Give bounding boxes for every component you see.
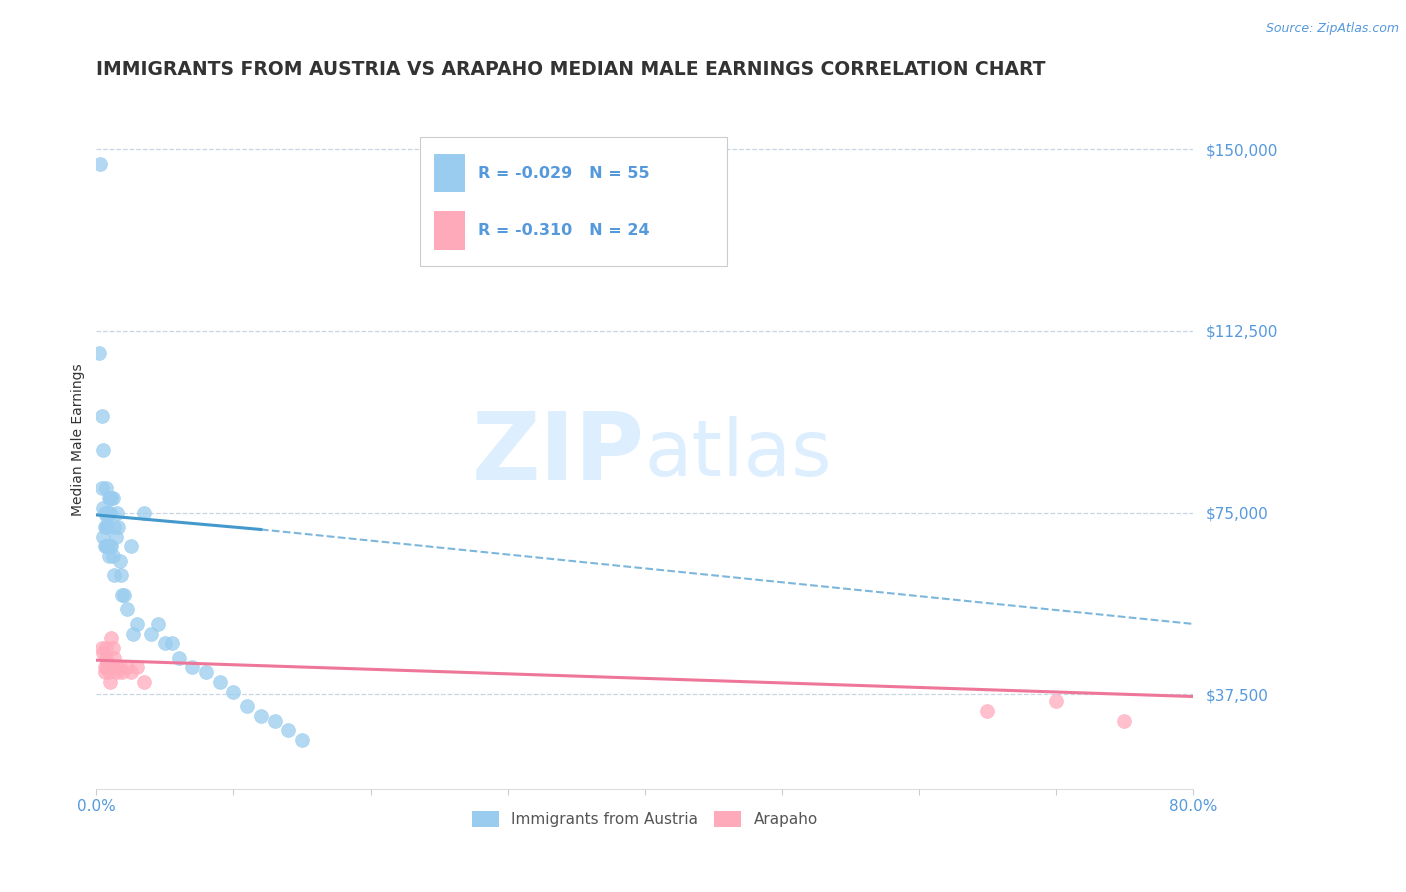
- Point: [100, 491, 122, 505]
- Legend: Immigrants from Austria, Arapaho: Immigrants from Austria, Arapaho: [465, 805, 824, 833]
- Point: [90, 481, 112, 495]
- Point: [976, 704, 998, 718]
- Point: [160, 636, 183, 650]
- Point: [94, 481, 117, 495]
- Point: [90, 641, 112, 656]
- Point: [105, 665, 128, 680]
- Point: [127, 660, 149, 674]
- Point: [1045, 694, 1067, 708]
- Text: IMMIGRANTS FROM AUSTRIA VS ARAPAHO MEDIAN MALE EARNINGS CORRELATION CHART: IMMIGRANTS FROM AUSTRIA VS ARAPAHO MEDIA…: [97, 60, 1046, 78]
- Point: [104, 530, 127, 544]
- Point: [110, 568, 132, 582]
- Point: [115, 660, 138, 674]
- Point: [98, 675, 121, 690]
- Point: [291, 733, 314, 747]
- Point: [100, 540, 122, 554]
- Point: [98, 491, 121, 505]
- FancyBboxPatch shape: [434, 211, 465, 250]
- Point: [111, 665, 134, 680]
- Point: [134, 506, 156, 520]
- Point: [167, 650, 190, 665]
- Point: [181, 660, 204, 674]
- Point: [93, 520, 115, 534]
- Point: [127, 616, 149, 631]
- FancyBboxPatch shape: [434, 154, 465, 193]
- Point: [195, 665, 218, 680]
- Point: [96, 506, 118, 520]
- Point: [108, 554, 131, 568]
- Point: [87, 345, 110, 359]
- Text: R = -0.310   N = 24: R = -0.310 N = 24: [478, 223, 650, 238]
- Point: [112, 588, 135, 602]
- Point: [94, 540, 117, 554]
- Point: [97, 506, 120, 520]
- Point: [101, 549, 124, 563]
- Point: [107, 520, 129, 534]
- Point: [104, 660, 127, 674]
- Point: [96, 540, 118, 554]
- Point: [103, 520, 125, 534]
- Point: [93, 506, 115, 520]
- Point: [90, 409, 112, 423]
- Point: [277, 723, 299, 738]
- Text: ZIP: ZIP: [472, 408, 644, 500]
- Point: [98, 540, 121, 554]
- Point: [97, 665, 120, 680]
- Y-axis label: Median Male Earnings: Median Male Earnings: [72, 364, 86, 516]
- Point: [96, 510, 118, 524]
- Point: [101, 641, 124, 656]
- Point: [89, 157, 111, 171]
- Point: [141, 626, 163, 640]
- Point: [208, 675, 231, 690]
- Point: [146, 616, 169, 631]
- Point: [120, 665, 142, 680]
- Point: [105, 506, 128, 520]
- Point: [1114, 714, 1136, 728]
- Point: [91, 530, 114, 544]
- Point: [101, 491, 124, 505]
- Point: [91, 442, 114, 457]
- Point: [94, 641, 117, 656]
- Point: [93, 660, 115, 674]
- Point: [134, 675, 156, 690]
- Point: [93, 540, 115, 554]
- Point: [96, 656, 118, 670]
- Text: R = -0.029   N = 55: R = -0.029 N = 55: [478, 166, 650, 181]
- Point: [97, 491, 120, 505]
- Point: [222, 684, 245, 698]
- Point: [108, 660, 131, 674]
- Point: [111, 588, 134, 602]
- Point: [153, 636, 176, 650]
- Point: [120, 540, 142, 554]
- Point: [103, 650, 125, 665]
- FancyBboxPatch shape: [420, 136, 727, 266]
- Point: [236, 699, 259, 714]
- Point: [100, 632, 122, 646]
- Point: [98, 506, 121, 520]
- Point: [250, 709, 273, 723]
- Point: [91, 500, 114, 515]
- Point: [103, 568, 125, 582]
- Point: [122, 626, 145, 640]
- Point: [94, 650, 117, 665]
- Point: [93, 665, 115, 680]
- Text: atlas: atlas: [644, 416, 832, 491]
- Point: [94, 520, 117, 534]
- Point: [263, 714, 285, 728]
- Point: [115, 602, 138, 616]
- Point: [91, 646, 114, 660]
- Text: Source: ZipAtlas.com: Source: ZipAtlas.com: [1265, 22, 1399, 36]
- Point: [97, 549, 120, 563]
- Point: [96, 520, 118, 534]
- Point: [96, 660, 118, 674]
